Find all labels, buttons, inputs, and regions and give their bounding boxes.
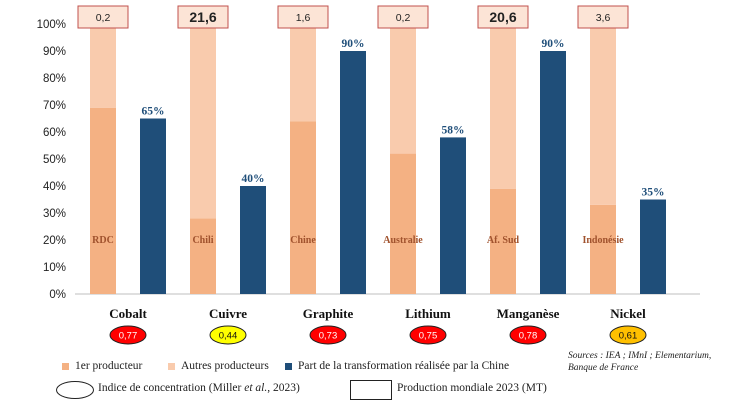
bar-first-producer <box>490 188 516 294</box>
other-producers-swatch <box>168 362 175 370</box>
producer-label: RDC <box>92 235 114 246</box>
category-label: Manganèse <box>497 306 560 321</box>
producer-label: Chine <box>290 235 316 246</box>
y-tick-label: 60% <box>43 127 66 139</box>
bar-china-share <box>240 186 266 294</box>
producer-label: Australie <box>383 235 423 246</box>
legend-first-producer: 1er producteur <box>62 360 142 372</box>
production-box <box>577 5 629 29</box>
bar-first-producer <box>90 107 116 294</box>
bar-first-producer <box>390 153 416 294</box>
y-tick-label: 100% <box>37 19 66 31</box>
y-tick-label: 30% <box>43 208 66 220</box>
concentration-value: 0,75 <box>419 331 438 342</box>
bar-china-share <box>140 118 166 294</box>
china-share-label: 58% <box>442 124 465 136</box>
bar-china-share <box>640 199 666 294</box>
y-tick-label: 10% <box>43 262 66 274</box>
concentration-oval <box>209 325 247 345</box>
china-share-label: 90% <box>342 38 365 50</box>
producer-label: Af. Sud <box>487 235 520 246</box>
production-value: 21,6 <box>189 9 216 25</box>
bar-first-producer <box>190 218 216 294</box>
concentration-oval <box>609 325 647 345</box>
category-label: Graphite <box>303 306 354 321</box>
y-tick-label: 90% <box>43 46 66 58</box>
y-tick-label: 40% <box>43 181 66 193</box>
legend-concentration-post: , 2023) <box>267 382 300 394</box>
production-box <box>377 5 429 29</box>
y-tick-label: 0% <box>49 289 66 301</box>
y-tick-label: 50% <box>43 154 66 166</box>
bar-other-producers <box>90 24 116 108</box>
category-label: Nickel <box>610 306 646 321</box>
concentration-value: 0,73 <box>319 331 338 342</box>
bar-other-producers <box>190 24 216 219</box>
china-share-swatch <box>285 362 292 370</box>
concentration-oval <box>309 325 347 345</box>
production-box <box>277 5 329 29</box>
production-value: 20,6 <box>489 9 516 25</box>
production-value: 0,2 <box>96 12 111 24</box>
legend-china-share-label: Part de la transformation réalisée par l… <box>298 360 510 372</box>
china-share-label: 90% <box>542 38 565 50</box>
concentration-value: 0,44 <box>219 331 238 342</box>
production-box-key <box>350 380 392 400</box>
bar-other-producers <box>390 24 416 154</box>
china-share-label: 65% <box>142 106 165 118</box>
y-tick-label: 70% <box>43 100 66 112</box>
bar-china-share <box>540 51 566 294</box>
china-share-label: 35% <box>642 187 665 199</box>
legend-other-producers: Autres producteurs <box>168 360 269 372</box>
concentration-oval-key <box>56 381 94 399</box>
production-box <box>77 5 129 29</box>
legend-production-label: Production mondiale 2023 (MT) <box>397 382 547 394</box>
producer-label: Chili <box>192 235 213 246</box>
bar-china-share <box>340 51 366 294</box>
production-box <box>177 5 229 29</box>
legend-concentration: Indice de concentration (Miller et al., … <box>98 382 300 394</box>
bar-first-producer <box>590 204 616 294</box>
bar-china-share <box>440 137 466 294</box>
category-label: Cobalt <box>109 306 147 321</box>
bar-first-producer <box>290 121 316 294</box>
concentration-oval <box>109 325 147 345</box>
y-tick-label: 80% <box>43 73 66 85</box>
legend-china-share: Part de la transformation réalisée par l… <box>285 360 509 372</box>
legend-concentration-italic: et al. <box>244 382 268 394</box>
sources-note: Sources : IEA ; IMnI ; Elementarium, Ban… <box>568 351 712 373</box>
legend-production: Production mondiale 2023 (MT) <box>397 382 547 394</box>
category-label: Lithium <box>405 306 451 321</box>
legend-other-producers-label: Autres producteurs <box>181 360 269 372</box>
category-label: Cuivre <box>209 306 247 321</box>
producer-label: Indonésie <box>582 235 624 246</box>
production-value: 0,2 <box>396 12 411 24</box>
bar-other-producers <box>290 24 316 122</box>
first-producer-swatch <box>62 362 69 370</box>
production-box <box>477 5 529 29</box>
concentration-value: 0,78 <box>519 331 538 342</box>
production-value: 3,6 <box>596 12 611 24</box>
bar-other-producers <box>590 24 616 205</box>
concentration-value: 0,61 <box>619 331 638 342</box>
concentration-value: 0,77 <box>119 331 138 342</box>
concentration-oval <box>409 325 447 345</box>
production-value: 1,6 <box>296 12 311 24</box>
concentration-oval <box>509 325 547 345</box>
bar-other-producers <box>490 24 516 189</box>
y-tick-label: 20% <box>43 235 66 247</box>
legend-first-producer-label: 1er producteur <box>75 360 143 372</box>
china-share-label: 40% <box>242 173 265 185</box>
legend-concentration-pre: Indice de concentration (Miller <box>98 382 245 394</box>
